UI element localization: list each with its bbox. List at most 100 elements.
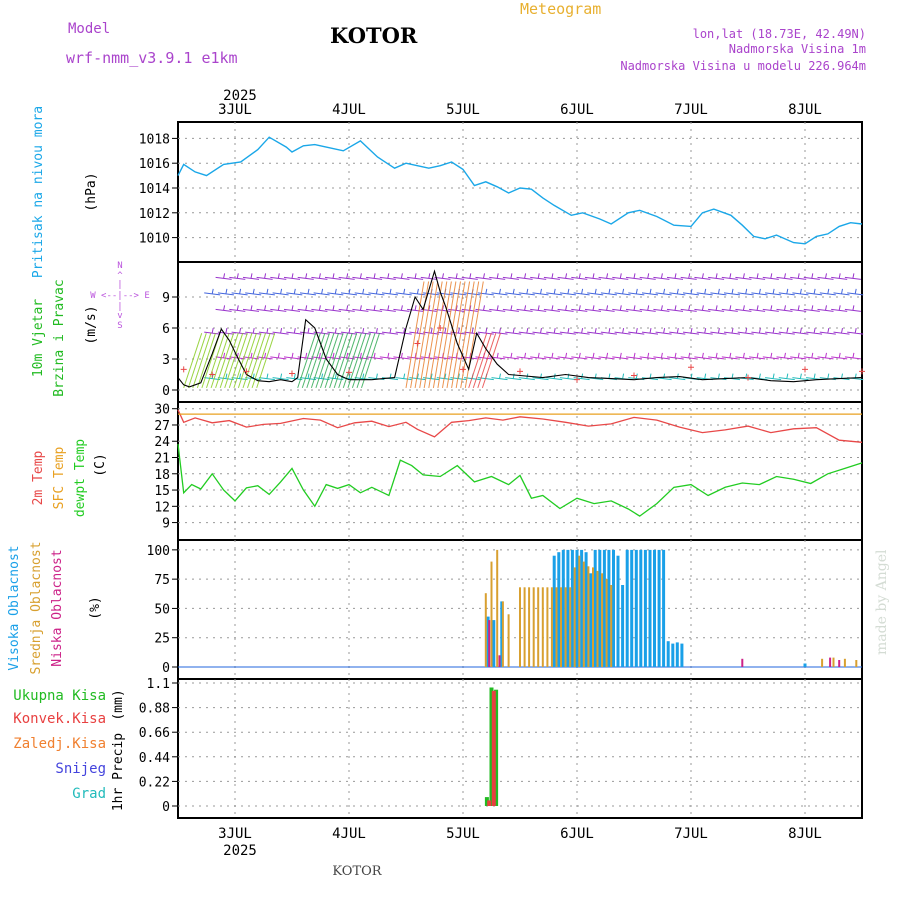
high-cloud-bar	[575, 549, 579, 667]
precip-frame	[177, 678, 863, 819]
high-cloud-bar	[612, 549, 615, 667]
high-cloud-bar	[680, 643, 684, 667]
precip-ytick-label: 0.66	[139, 726, 170, 741]
clouds-ytick-label: 100	[147, 544, 170, 559]
wind-speed-marker	[802, 366, 808, 373]
wind-speed-marker	[180, 366, 187, 373]
top-date-label: 6JUL	[560, 102, 594, 118]
top-date-label: 8JUL	[788, 102, 822, 118]
total-rain-bar	[484, 797, 489, 806]
top-year-label: 2025	[223, 88, 257, 104]
precip-ylabel: 1hr Precip	[111, 733, 126, 811]
high-cloud-bar	[653, 549, 656, 667]
wind-barb-row	[215, 305, 861, 312]
wind-gust-hatch	[405, 281, 484, 388]
pressure-unit-label: (hPa)	[84, 172, 99, 211]
wind-speed-marker	[688, 364, 694, 371]
direction-key-bar-top: |	[117, 280, 122, 290]
low-cloud-bar	[741, 658, 744, 667]
pressure-plot	[177, 136, 863, 245]
high-cloud-bar	[657, 549, 661, 667]
watermark: made by Angel	[874, 549, 890, 655]
high-cloud-bar	[589, 573, 593, 667]
high-cloud-ylabel: Visoka Oblacnost	[7, 545, 22, 670]
high-cloud-bar	[616, 555, 620, 667]
station-title: KOTOR	[330, 23, 418, 48]
high-cloud-bar	[675, 642, 679, 667]
top-date-labels: 3JUL 4JUL 5JUL 6JUL 7JUL 8JUL	[218, 102, 822, 118]
direction-key-s: S	[117, 321, 122, 331]
wind-barb-row	[204, 328, 864, 335]
temperature-ytick-label: 18	[154, 468, 170, 483]
high-cloud-bar	[803, 663, 807, 667]
mid-cloud-bar	[519, 587, 521, 667]
temp-unit-label: (C)	[93, 453, 108, 476]
dewpoint-line	[177, 443, 863, 517]
convective-rain-bar	[487, 800, 492, 806]
high-cloud-bar	[662, 549, 666, 667]
mid-cloud-bar	[596, 570, 599, 667]
wind-speed-marker	[859, 368, 865, 375]
direction-key-down: v	[117, 311, 122, 321]
temperature-ytick-label: 30	[154, 403, 170, 418]
mid-cloud-bar	[560, 587, 562, 667]
pressure-ylabel: Pritisak na nivou mora	[31, 106, 46, 278]
mid-cloud-bar	[541, 587, 544, 667]
wind-speed-marker	[346, 369, 352, 376]
bottom-year-label: 2025	[223, 843, 257, 859]
pressure-ytick-label: 1016	[139, 157, 170, 172]
mid-cloud-bar	[582, 561, 585, 667]
cloud-plot	[178, 549, 862, 668]
low-cloud-bar	[829, 657, 832, 667]
convective-rain-bar	[491, 690, 496, 806]
high-cloud-bar	[580, 549, 584, 667]
mid-cloud-bar	[564, 587, 567, 667]
pressure-ytick-label: 1014	[139, 182, 170, 197]
precip-legend-item: Konvek.Kisa	[13, 711, 106, 727]
mid-cloud-bar	[528, 587, 531, 667]
precip-ytick-label: 0.88	[139, 702, 170, 717]
temp2m-line	[177, 409, 863, 443]
wind-ytick-label: 0	[162, 384, 170, 399]
high-cloud-bar	[671, 643, 675, 667]
high-cloud-bar	[486, 616, 490, 667]
wind-unit-label: (m/s)	[84, 305, 99, 344]
model-name: wrf-nmm_v3.9.1 e1km	[66, 49, 238, 67]
mid-cloud-bar	[546, 587, 549, 667]
wind-ytick-label: 3	[162, 353, 170, 368]
mid-cloud-bar	[855, 660, 858, 667]
temperature-ytick-label: 15	[154, 484, 170, 499]
bottom-date-label: 3JUL	[218, 826, 252, 842]
mid-cloud-bar	[605, 579, 608, 667]
precip-legend-item: Ukupna Kisa	[13, 688, 106, 704]
bottom-date-label: 7JUL	[674, 826, 708, 842]
wind-speed-marker	[460, 366, 466, 373]
mid-cloud-bar	[610, 585, 613, 667]
clouds-ytick-label: 50	[154, 602, 170, 617]
bottom-date-label: 5JUL	[446, 826, 480, 842]
temperature-frame	[177, 401, 863, 541]
wind-speed-marker	[289, 370, 295, 377]
bottom-date-label: 6JUL	[560, 826, 594, 842]
temperature-ytick-label: 27	[154, 419, 170, 434]
wind-barb-row	[204, 288, 864, 296]
wind-ytick-label: 9	[162, 291, 170, 306]
model-altitude-label: Nadmorska Visina u modelu 226.964m	[620, 59, 866, 73]
direction-key-we: W <--|--> E	[90, 291, 150, 301]
wind-barb-row	[215, 273, 861, 280]
direction-key-bar-bottom: |	[117, 302, 122, 312]
high-cloud-bar	[500, 601, 504, 667]
low-cloud-bar	[838, 660, 841, 667]
mid-cloud-bar	[569, 587, 572, 667]
sfctemp-ylabel: SFC Temp	[52, 447, 67, 510]
mid-cloud-bar	[523, 587, 526, 667]
high-cloud-bar	[630, 549, 634, 667]
temperature-ytick-label: 12	[154, 500, 170, 515]
precip-ytick-label: 1.1	[147, 677, 170, 692]
dewpt-ylabel: dewpt Temp	[73, 439, 88, 517]
clouds-ytick-label: 0	[162, 661, 170, 676]
mid-cloud-bar	[550, 587, 553, 667]
direction-key-up: ^	[117, 271, 123, 281]
